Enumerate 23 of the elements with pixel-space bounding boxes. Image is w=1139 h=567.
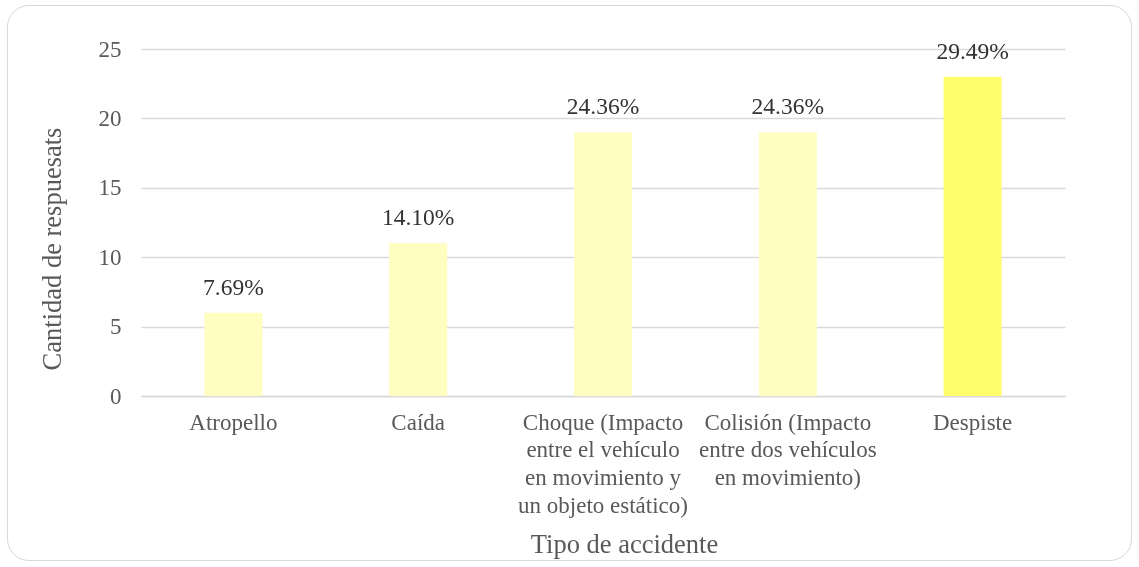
x-tick-label: Choque (Impacto entre el vehículo en movimiento y un objeto estático) bbox=[518, 409, 688, 518]
x-tick-label: Colisión (Impacto entre dos vehículos en movimiento) bbox=[699, 409, 877, 490]
annotation: 14.10% bbox=[381, 204, 455, 231]
y-axis-title: Cantidad de respuesats bbox=[36, 127, 67, 371]
bar bbox=[204, 312, 263, 396]
annotation: 7.69% bbox=[203, 273, 264, 300]
x-axis-title: Tipo de accidente bbox=[530, 528, 719, 559]
x-tick-label: Caída bbox=[391, 409, 446, 435]
x-tick-label: Despiste bbox=[932, 409, 1013, 435]
y-tick-label: 10 bbox=[98, 244, 122, 270]
annotation: 29.49% bbox=[936, 37, 1009, 64]
annotation: 24.36% bbox=[751, 93, 825, 120]
y-tick-label: 25 bbox=[98, 36, 122, 62]
x-tick-label: Atropello bbox=[189, 409, 278, 435]
bar bbox=[943, 76, 1002, 396]
y-tick-label: 5 bbox=[110, 314, 122, 340]
bar bbox=[574, 132, 632, 396]
y-tick-label: 20 bbox=[98, 105, 122, 131]
y-tick-label: 15 bbox=[98, 175, 122, 201]
annotation: 24.36% bbox=[566, 93, 640, 120]
bar bbox=[389, 243, 448, 396]
y-tick-label: 0 bbox=[110, 383, 122, 409]
bar bbox=[758, 132, 817, 396]
